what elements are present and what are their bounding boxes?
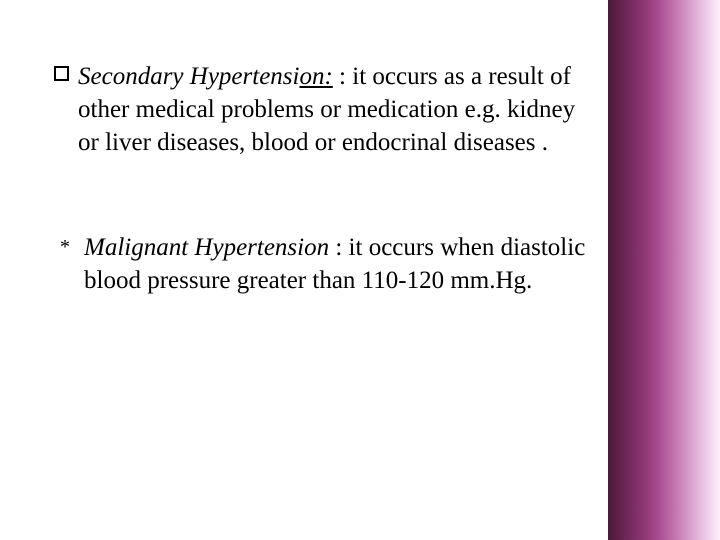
square-bullet-icon xyxy=(54,66,69,81)
term-italic: Malignant Hypertension xyxy=(84,234,329,261)
list-item: * Malignant Hypertension : it occurs whe… xyxy=(54,231,598,297)
asterisk-bullet-icon: * xyxy=(60,237,70,257)
term-italic: Secondary Hypertension: xyxy=(78,63,333,90)
paragraph-text: Secondary Hypertension: : it occurs as a… xyxy=(78,63,575,156)
decorative-sidebar xyxy=(608,0,720,540)
term-underline: on: xyxy=(299,63,332,90)
paragraph-text: Malignant Hypertension : it occurs when … xyxy=(84,234,585,294)
list-item: Secondary Hypertension: : it occurs as a… xyxy=(54,60,598,159)
slide-content: Secondary Hypertension: : it occurs as a… xyxy=(0,0,608,540)
